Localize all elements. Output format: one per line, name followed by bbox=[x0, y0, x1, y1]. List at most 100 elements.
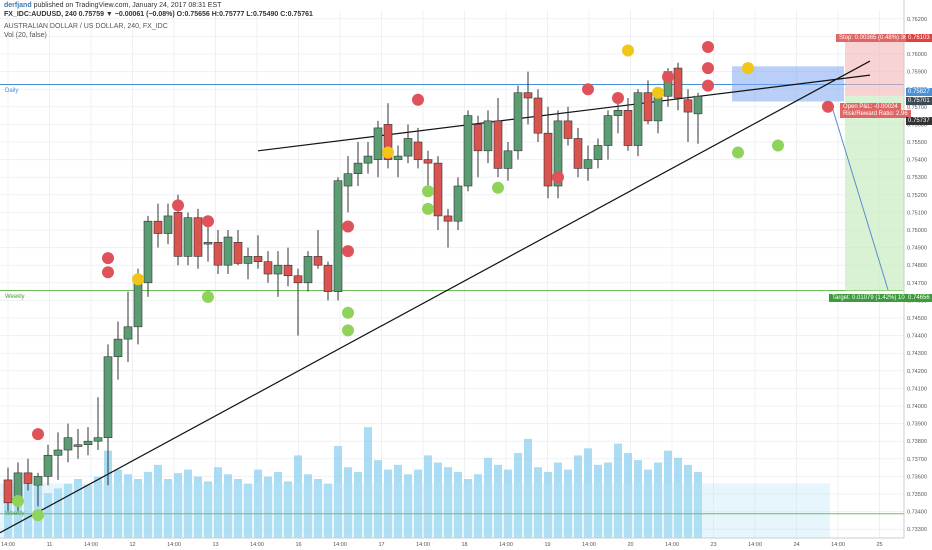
signal-dot-red bbox=[342, 220, 354, 233]
candle-body bbox=[313, 256, 323, 266]
volume-bar bbox=[534, 467, 542, 538]
candle-body bbox=[103, 356, 113, 438]
volume-bar bbox=[654, 462, 662, 538]
signal-dot-red bbox=[102, 266, 114, 279]
volume-bar bbox=[294, 455, 302, 538]
candle bbox=[323, 261, 333, 301]
volume-bar bbox=[304, 474, 312, 538]
signal-dot-green bbox=[202, 290, 214, 303]
y-tick-label: 0.74100 bbox=[907, 386, 927, 392]
y-tick-label: 0.74500 bbox=[907, 316, 927, 322]
x-tick-label: 17 bbox=[378, 542, 384, 548]
volume-bar bbox=[364, 427, 372, 538]
volume-bar bbox=[394, 464, 402, 538]
signal-dot-green bbox=[732, 146, 744, 159]
y-tick-label: 0.75400 bbox=[907, 158, 927, 164]
pair-name: AUSTRALIAN DOLLAR / US DOLLAR, 240, FX_I… bbox=[4, 23, 168, 30]
candle-body bbox=[223, 236, 233, 266]
volume-bar bbox=[124, 474, 132, 538]
signal-dot-red bbox=[702, 40, 714, 53]
target-price-tag: 0.74656 bbox=[906, 294, 932, 302]
author-name[interactable]: derfjand bbox=[4, 2, 32, 9]
candle bbox=[483, 110, 493, 164]
volume-bar bbox=[684, 464, 692, 538]
volume-bar bbox=[584, 448, 592, 538]
candle-body bbox=[133, 282, 143, 328]
volume-bar bbox=[44, 493, 52, 538]
y-tick-label: 0.73500 bbox=[907, 492, 927, 498]
candle-body bbox=[153, 220, 163, 234]
candle-body bbox=[403, 138, 413, 157]
candle bbox=[573, 127, 583, 178]
y-tick-label: 0.74900 bbox=[907, 246, 927, 252]
candle-body bbox=[493, 120, 503, 169]
signal-dot-red bbox=[172, 199, 184, 212]
candle-body bbox=[83, 440, 93, 446]
signal-dot-red bbox=[552, 171, 564, 184]
volume-bar bbox=[164, 479, 172, 538]
candle bbox=[513, 85, 523, 160]
candle bbox=[423, 150, 433, 186]
candle-body bbox=[573, 138, 583, 169]
candle bbox=[53, 432, 63, 480]
signal-dot-green bbox=[772, 139, 784, 152]
volume-bar bbox=[274, 471, 282, 538]
candle-body bbox=[463, 115, 473, 187]
volume-bar bbox=[244, 483, 252, 538]
y-tick-label: 0.75100 bbox=[907, 210, 927, 216]
resistance-trendline bbox=[257, 74, 871, 152]
candle bbox=[363, 142, 373, 174]
candle bbox=[43, 444, 53, 486]
stop-zone bbox=[845, 35, 904, 97]
volume-bar bbox=[224, 474, 232, 538]
candle bbox=[253, 235, 263, 269]
target-zone bbox=[845, 96, 904, 291]
candle bbox=[223, 230, 233, 274]
volume-bar bbox=[64, 483, 72, 538]
y-tick-label: 0.74200 bbox=[907, 369, 927, 375]
volume-bar bbox=[234, 479, 242, 538]
candle bbox=[163, 203, 173, 245]
x-tick-label: 13 bbox=[212, 542, 218, 548]
candle bbox=[233, 230, 243, 266]
candle-body bbox=[203, 242, 213, 245]
candle-body bbox=[503, 150, 513, 169]
x-tick-label: 14:00 bbox=[831, 542, 845, 548]
volume-bar bbox=[574, 455, 582, 538]
candle-body bbox=[513, 92, 523, 152]
candle bbox=[473, 115, 483, 178]
candle-body bbox=[23, 472, 33, 484]
volume-bar bbox=[554, 462, 562, 538]
candle bbox=[73, 428, 83, 459]
x-tick-label: 20 bbox=[627, 542, 633, 548]
y-tick-label: 0.75000 bbox=[907, 228, 927, 234]
signal-dot-red bbox=[702, 62, 714, 75]
volume-bar bbox=[184, 469, 192, 538]
volume-ma-area bbox=[0, 483, 830, 538]
candle bbox=[523, 71, 533, 125]
signal-dot-green bbox=[422, 185, 434, 198]
y-tick-label: 0.73400 bbox=[907, 510, 927, 516]
publish-info: derfjand published on TradingView.com, J… bbox=[4, 2, 221, 9]
candle-body bbox=[263, 261, 273, 275]
support-trendline bbox=[0, 60, 871, 534]
candle bbox=[393, 145, 403, 178]
candle-body bbox=[333, 180, 343, 292]
candle bbox=[283, 247, 293, 287]
signal-dot-red bbox=[822, 100, 834, 113]
candle-body bbox=[183, 217, 193, 257]
volume-bar bbox=[254, 469, 262, 538]
x-tick-label: 14:00 bbox=[167, 542, 181, 548]
volume-bar bbox=[354, 471, 362, 538]
candle-body bbox=[653, 95, 663, 122]
candle-body bbox=[553, 120, 563, 187]
volume-bar bbox=[324, 483, 332, 538]
ohlc-line: FX_IDC:AUDUSD, 240 0.75759 ▼ −0.00061 (−… bbox=[4, 11, 313, 18]
candle-body bbox=[633, 92, 643, 146]
candle bbox=[613, 103, 623, 134]
volume-bar bbox=[84, 484, 92, 538]
candle-body bbox=[43, 454, 53, 477]
candle-body bbox=[603, 115, 613, 146]
publish-text: published on TradingView.com, January 24… bbox=[33, 2, 222, 9]
